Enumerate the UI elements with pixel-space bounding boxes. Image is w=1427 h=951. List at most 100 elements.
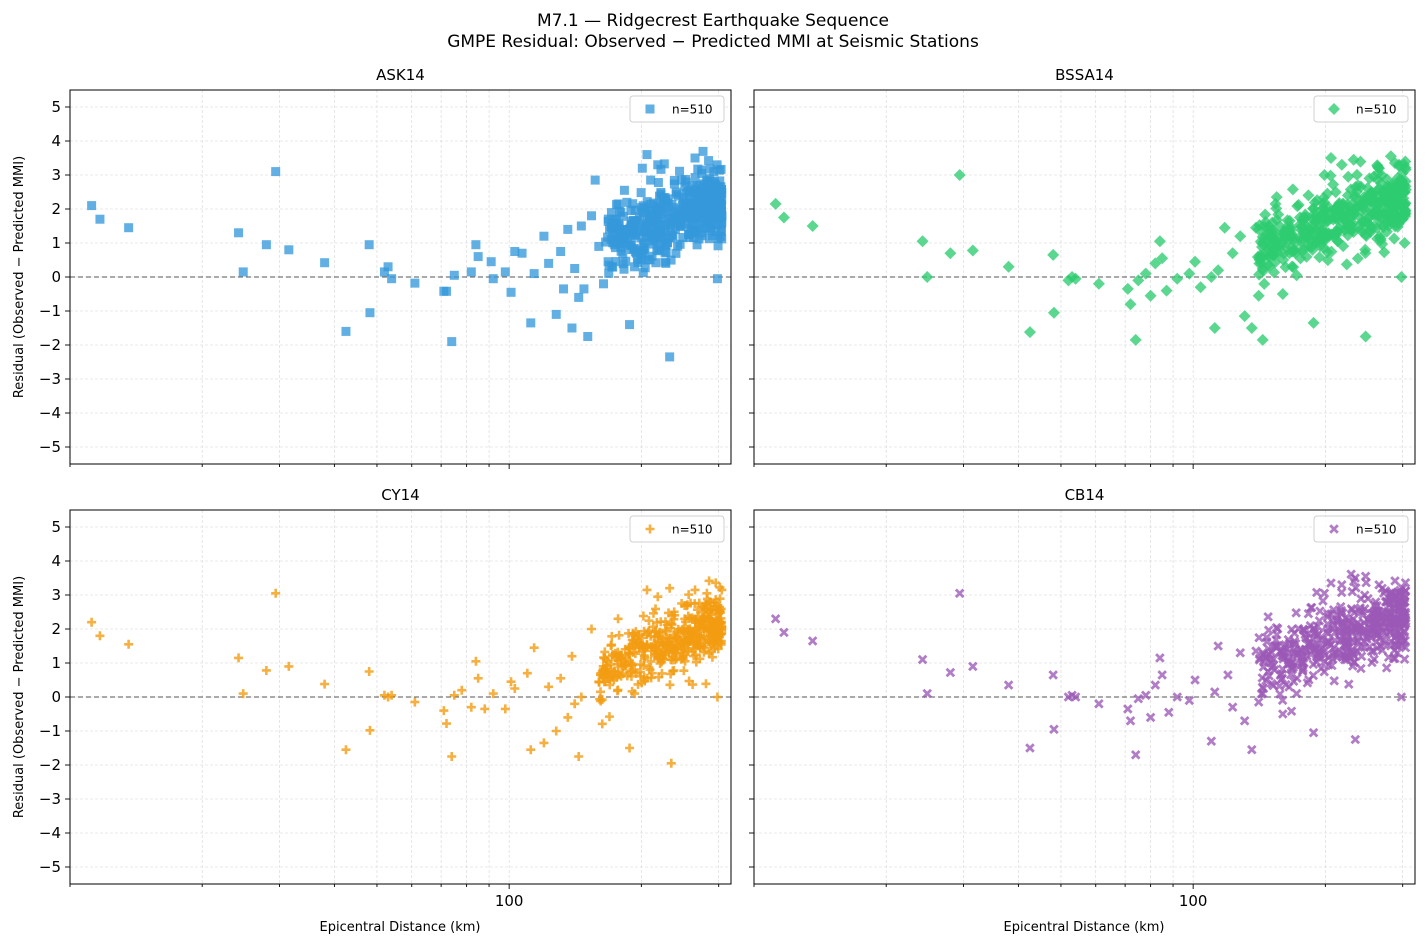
data-point [603, 257, 613, 267]
data-point [1208, 322, 1221, 334]
data-point [1266, 678, 1277, 689]
data-point [1319, 210, 1332, 223]
data-point [563, 712, 573, 722]
data-point [699, 223, 709, 233]
data-point [655, 191, 665, 201]
data-point [625, 743, 635, 753]
data-point [1025, 743, 1035, 753]
data-point [1129, 333, 1142, 346]
data-point [675, 166, 685, 176]
y-tick-label: −2 [39, 336, 61, 354]
y-tick-label: −4 [39, 404, 61, 422]
data-point [1326, 609, 1336, 619]
data-point [614, 219, 624, 229]
data-point [639, 643, 649, 653]
data-point [618, 238, 628, 248]
data-point [688, 181, 698, 191]
data-point [1340, 202, 1353, 215]
y-tick-label: 3 [51, 586, 61, 604]
data-point [630, 262, 640, 272]
data-point [1318, 169, 1331, 181]
data-point [598, 661, 608, 671]
data-point [1347, 153, 1360, 166]
data-point [646, 673, 656, 683]
data-point [675, 239, 685, 249]
data-point [1342, 170, 1355, 183]
data-point [1023, 326, 1036, 339]
data-point [1337, 580, 1347, 590]
data-point [1252, 289, 1265, 302]
data-point [480, 704, 490, 714]
data-point [680, 614, 690, 624]
data-point [671, 187, 681, 197]
data-point [653, 178, 663, 188]
panel-title: CB14 [1065, 486, 1105, 504]
y-tick-label: 5 [51, 518, 61, 536]
data-point [1092, 277, 1105, 290]
data-point [699, 647, 709, 657]
legend-marker [645, 104, 655, 114]
data-point [606, 208, 616, 218]
data-point [1388, 653, 1399, 664]
data-point [1391, 193, 1404, 206]
data-point [87, 201, 97, 211]
y-tick-label: 1 [51, 234, 61, 252]
data-point [1338, 618, 1348, 629]
data-point [616, 671, 626, 681]
panel-cy14: −5 −4 −3 −2 −1 0 1 2 3 4 5 100 CY14 n=510 [39, 486, 732, 910]
data-point [1362, 218, 1375, 231]
y-tick-label: 0 [51, 688, 61, 706]
data-point [953, 169, 966, 181]
data-point [1329, 620, 1340, 630]
data-point [364, 240, 374, 250]
data-point [556, 673, 566, 683]
data-point [563, 224, 573, 234]
data-point [597, 695, 607, 705]
data-point [124, 639, 134, 649]
data-point [517, 248, 527, 258]
data-point [1356, 663, 1366, 674]
data-point [1393, 180, 1406, 193]
data-point [1190, 675, 1200, 685]
data-point [647, 236, 657, 246]
data-point [640, 652, 650, 662]
data-point [1374, 580, 1384, 590]
data-point [1291, 688, 1302, 699]
data-point [697, 231, 707, 241]
data-point [715, 199, 725, 209]
data-point [692, 638, 702, 648]
data-point [1139, 267, 1152, 280]
data-point [449, 690, 459, 700]
data-point [710, 644, 720, 654]
data-point [702, 588, 712, 598]
y-tick-label: 1 [51, 654, 61, 672]
data-point [624, 643, 634, 653]
data-point [1318, 234, 1331, 247]
legend-marker [1329, 524, 1339, 534]
data-point [656, 164, 666, 174]
data-point [646, 656, 656, 666]
data-point [672, 627, 682, 637]
data-point [526, 318, 536, 328]
data-point [619, 233, 629, 243]
data-point [649, 209, 659, 219]
data-point [640, 263, 650, 273]
data-point [1286, 706, 1297, 717]
data-point [529, 643, 539, 653]
data-point [1367, 657, 1377, 668]
data-point [1227, 702, 1238, 712]
y-tick-label: −2 [39, 756, 61, 774]
data-point [690, 153, 700, 163]
data-point [676, 220, 686, 230]
data-point [647, 251, 657, 261]
data-point [603, 657, 613, 667]
data-point [1381, 663, 1392, 673]
data-point [1363, 629, 1374, 639]
data-point [1359, 330, 1372, 343]
data-point [1380, 225, 1393, 238]
data-point [1144, 289, 1157, 302]
data-point [1347, 604, 1358, 615]
data-point [576, 692, 586, 702]
data-point [341, 326, 351, 336]
